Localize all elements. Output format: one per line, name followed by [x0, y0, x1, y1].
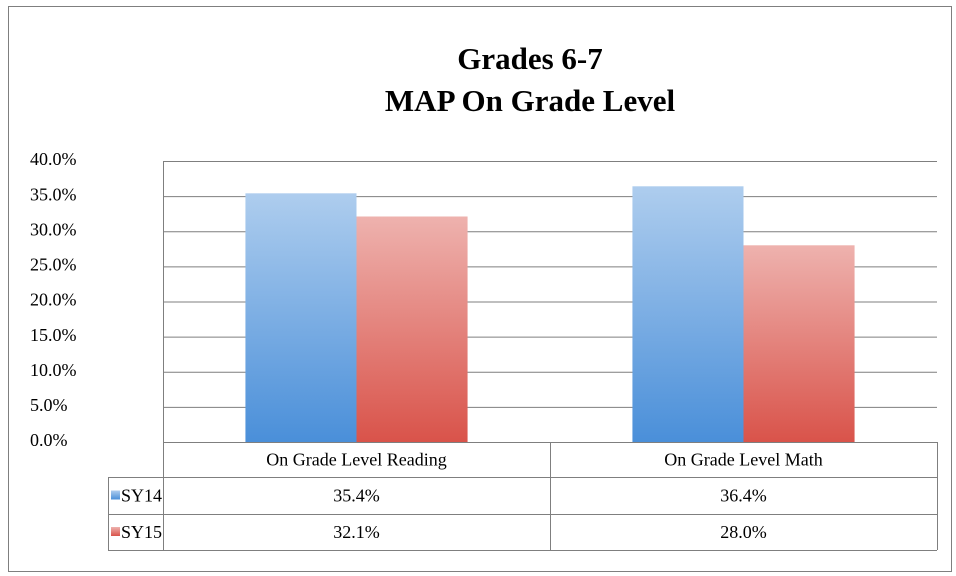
- legend-key: [111, 490, 120, 500]
- y-tick-label: 25.0%: [30, 255, 77, 275]
- legend-key: [111, 527, 120, 536]
- chart-subtitle: MAP On Grade Level: [385, 83, 676, 118]
- y-tick-label: 10.0%: [30, 360, 77, 380]
- y-tick-label: 40.0%: [30, 149, 77, 169]
- y-tick-label: 5.0%: [30, 395, 68, 415]
- y-tick-label: 0.0%: [30, 430, 68, 450]
- legend-label: SY14: [121, 486, 162, 506]
- y-tick-label: 35.0%: [30, 184, 77, 204]
- y-tick-label: 20.0%: [30, 290, 77, 310]
- data-label: 32.1%: [333, 522, 380, 542]
- bar: [356, 216, 468, 442]
- data-label: 28.0%: [720, 522, 767, 542]
- y-tick-label: 30.0%: [30, 219, 77, 239]
- y-tick-label: 15.0%: [30, 325, 77, 345]
- bar: [743, 245, 855, 442]
- data-label: 35.4%: [333, 486, 380, 506]
- x-tick-label: On Grade Level Math: [664, 450, 822, 470]
- legend-label: SY15: [121, 522, 162, 542]
- data-label: 36.4%: [720, 486, 767, 506]
- x-tick-label: On Grade Level Reading: [266, 450, 446, 470]
- chart-title: Grades 6-7: [457, 41, 603, 76]
- bar: [632, 186, 744, 442]
- bar: [245, 193, 357, 442]
